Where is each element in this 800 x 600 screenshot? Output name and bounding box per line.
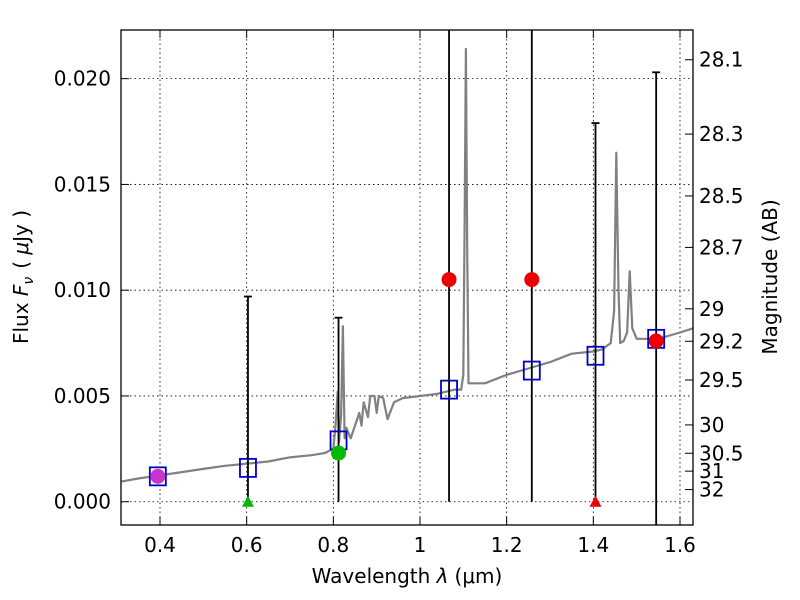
magnitude-tick-label: 29 bbox=[699, 297, 724, 321]
observed-flux-point bbox=[441, 272, 457, 288]
observed-flux-point bbox=[524, 272, 540, 288]
observed-flux-point bbox=[648, 333, 664, 349]
x-tick-label: 1.6 bbox=[664, 533, 696, 557]
y-tick-label: 0.020 bbox=[54, 67, 111, 91]
y-axis-title-subscript: ν bbox=[21, 277, 37, 285]
plot-area bbox=[121, 30, 693, 525]
x-tick-label: 0.6 bbox=[231, 533, 263, 557]
x-tick-label: 0.4 bbox=[144, 533, 176, 557]
y-axis-title-mu: μ bbox=[9, 242, 33, 256]
magnitude-tick-label: 29.2 bbox=[699, 329, 744, 353]
magnitude-tick-label: 28.7 bbox=[699, 235, 744, 259]
observed-flux-point bbox=[150, 468, 166, 484]
y-axis-title: Flux Fν ( μJy ) bbox=[9, 210, 37, 344]
upper-limit-marker bbox=[589, 495, 602, 507]
observed-flux-point bbox=[331, 445, 347, 461]
axis-ticks: 0.4 0.6 0.8 1 1.2 1.4 1.6 0.000 0.005 0.010 0.015 0… bbox=[54, 30, 744, 557]
x-axis-title-unit: (μm) bbox=[455, 564, 503, 588]
magnitude-tick-label: 28.3 bbox=[699, 122, 744, 146]
upper-limit-marker bbox=[241, 495, 254, 507]
y-tick-label: 0.015 bbox=[54, 172, 111, 196]
grid bbox=[121, 30, 693, 525]
magnitude-tick-label: 30.5 bbox=[699, 441, 744, 465]
y-axis-title-unit-open: ( bbox=[9, 255, 33, 269]
model-spectrum-line bbox=[121, 47, 693, 483]
model-photometry-square bbox=[586, 345, 605, 366]
y-tick-label: 0.010 bbox=[54, 278, 111, 302]
y-axis-title-main: Flux bbox=[9, 296, 33, 344]
data-layer bbox=[121, 30, 693, 525]
magnitude-tick-label: 31 bbox=[699, 459, 724, 483]
x-tick-label: 1.4 bbox=[577, 533, 609, 557]
model-photometry-square bbox=[148, 466, 167, 487]
magnitude-axis-title: Magnitude (AB) bbox=[758, 199, 782, 354]
x-tick-label: 1.2 bbox=[491, 533, 523, 557]
x-axis-title: Wavelength λ (μm) bbox=[312, 564, 503, 588]
y-tick-label: 0.005 bbox=[54, 384, 111, 408]
model-photometry-square bbox=[239, 457, 257, 478]
y-axis-title-symbol: F bbox=[9, 284, 33, 296]
magnitude-tick-label: 29.5 bbox=[699, 368, 744, 392]
x-tick-label: 1 bbox=[414, 533, 427, 557]
model-photometry-square bbox=[522, 360, 541, 381]
plot-frame bbox=[120, 29, 694, 526]
x-tick-label: 0.8 bbox=[317, 533, 349, 557]
model-photometry-square bbox=[440, 379, 458, 400]
x-axis-title-symbol: λ bbox=[436, 564, 449, 588]
magnitude-tick-label: 30 bbox=[699, 413, 724, 437]
magnitude-tick-label: 28.5 bbox=[699, 184, 744, 208]
y-axis-title-unit: Jy ) bbox=[9, 210, 33, 244]
y-tick-label: 0.000 bbox=[54, 490, 111, 514]
x-axis-title-main: Wavelength bbox=[312, 564, 437, 588]
magnitude-tick-label: 32 bbox=[699, 478, 724, 502]
magnitude-tick-label: 28.1 bbox=[699, 48, 744, 72]
